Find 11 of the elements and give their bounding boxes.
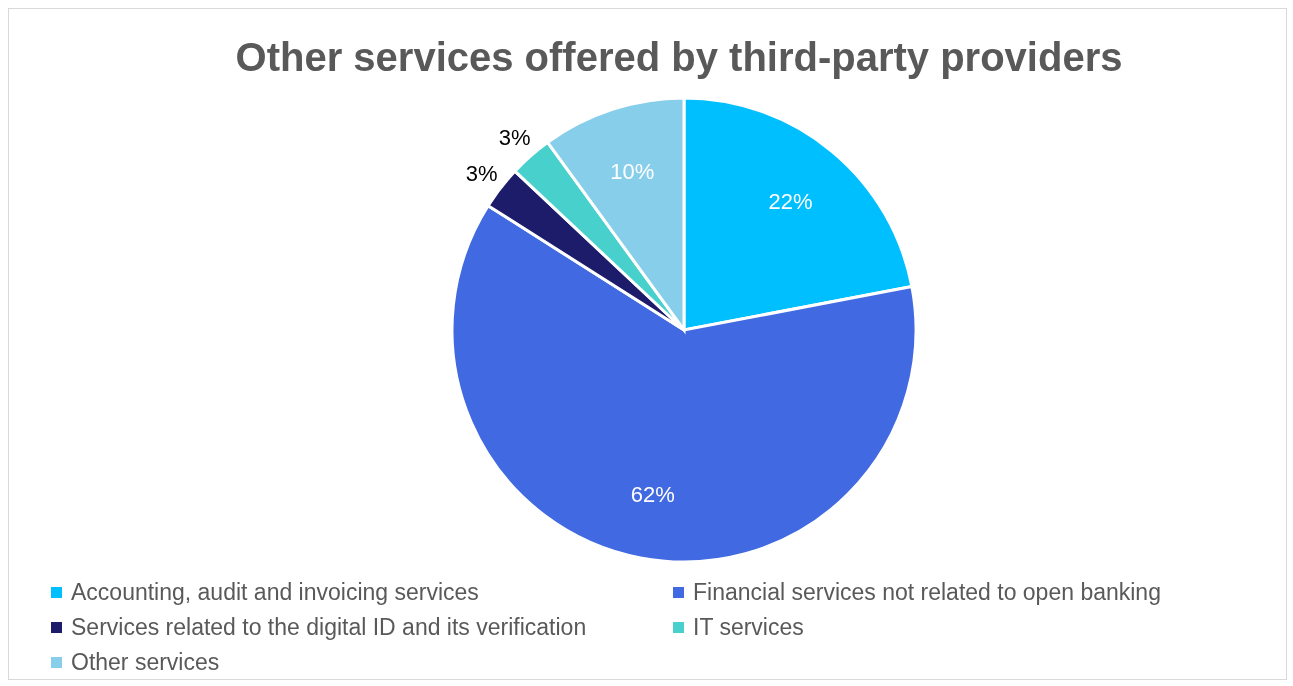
legend-label: Accounting, audit and invoicing services [71, 579, 479, 606]
data-label: 62% [630, 481, 675, 507]
data-label: 3% [498, 125, 531, 151]
legend-label: IT services [693, 614, 804, 641]
legend-label: Other services [71, 649, 220, 676]
legend-label: Financial services not related to open banking [693, 579, 1161, 606]
data-label: 22% [768, 188, 813, 214]
legend-label: Services related to the digital ID and its verification [71, 614, 587, 641]
chart-title: Other services offered by third-party providers [235, 35, 1123, 79]
data-label: 3% [465, 160, 498, 186]
data-label: 10% [610, 158, 655, 184]
